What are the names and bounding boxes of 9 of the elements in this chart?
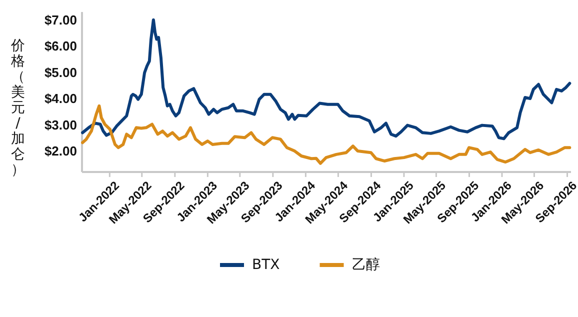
y-tick-label: $6.00 [44,38,77,54]
y-tick-label: $3.00 [44,117,77,132]
y-tick-label: $4.00 [44,91,77,106]
y-tick-label: $5.00 [44,64,77,80]
legend-label: BTX [252,257,280,273]
legend-label: 乙醇 [352,257,380,273]
y-tick-label: $2.00 [44,144,77,159]
ylabel: 价格（美元/加仑） [11,38,25,178]
y-tick-label: $7.00 [44,12,77,28]
